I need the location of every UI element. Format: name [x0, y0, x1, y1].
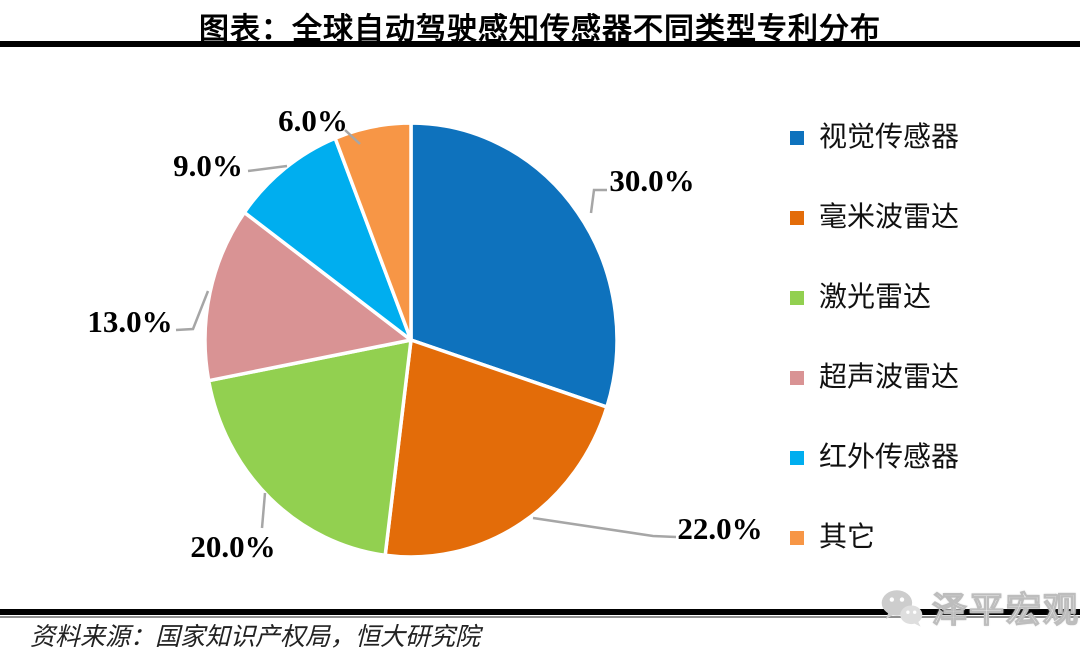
footer-rule-black — [0, 609, 1080, 615]
watermark-text: 泽平宏观 — [931, 590, 1080, 630]
watermark: 泽平宏观 — [880, 580, 1080, 635]
legend-item-lidar: 激光雷达 — [790, 284, 959, 312]
label-leader-line — [344, 129, 361, 145]
label-leader-line — [589, 188, 607, 214]
legend-label: 毫米波雷达 — [819, 202, 960, 233]
legend-swatch-icon — [790, 211, 804, 225]
legend-label: 其它 — [819, 522, 876, 553]
legend-item-infrared-sensor: 红外传感器 — [790, 444, 959, 472]
pie-percentage-label: 30.0% — [609, 163, 694, 198]
pie-slice-6 — [333, 121, 413, 342]
legend-label: 超声波雷达 — [819, 362, 960, 393]
pie-slice-5 — [242, 136, 413, 342]
pie-percentage-label: 6.0% — [278, 103, 348, 138]
legend-item-ultrasonic-radar: 超声波雷达 — [790, 364, 959, 392]
label-leader-line — [175, 290, 210, 332]
footer-rule-gray — [0, 616, 1080, 618]
legend-item-mmwave-radar: 毫米波雷达 — [790, 204, 959, 232]
pie-slice-3 — [206, 338, 413, 558]
legend-swatch-icon — [790, 451, 804, 465]
label-leader-line — [260, 492, 267, 529]
legend-label: 激光雷达 — [819, 282, 932, 313]
legend-label: 红外传感器 — [819, 442, 960, 473]
legend-swatch-icon — [790, 291, 804, 305]
label-leader-line — [247, 164, 288, 173]
legend-swatch-icon — [790, 531, 804, 545]
label-leader-line — [532, 516, 677, 539]
pie-percentage-label: 20.0% — [190, 529, 275, 564]
legend-swatch-icon — [790, 371, 804, 385]
source-note: 资料来源：国家知识产权局，恒大研究院 — [30, 624, 481, 651]
legend-label: 视觉传感器 — [819, 122, 960, 153]
legend: 视觉传感器 毫米波雷达 激光雷达 超声波雷达 红外传感器 其它 — [790, 124, 959, 552]
wechat-icon — [881, 589, 923, 627]
pie-percentage-label: 22.0% — [677, 511, 762, 546]
title-divider-rule — [0, 41, 1080, 47]
chart-title: 图表：全球自动驾驶感知传感器不同类型专利分布 — [199, 13, 881, 46]
pie-slice-1 — [409, 121, 619, 409]
legend-item-visual-sensor: 视觉传感器 — [790, 124, 959, 152]
pie-slice-2 — [383, 338, 609, 559]
legend-item-others: 其它 — [790, 524, 959, 552]
pie-percentage-label: 9.0% — [173, 148, 243, 183]
pie-percentage-label: 13.0% — [87, 304, 172, 339]
legend-swatch-icon — [790, 131, 804, 145]
pie-slice-4 — [203, 210, 413, 383]
